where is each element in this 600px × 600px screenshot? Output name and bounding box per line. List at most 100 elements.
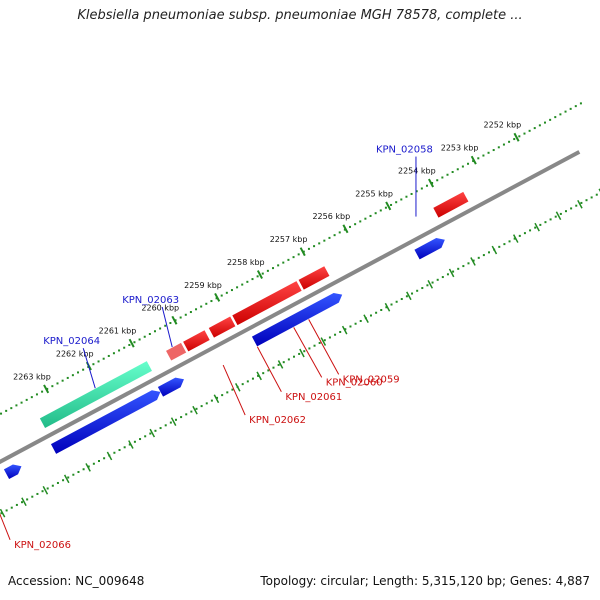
track-dot: [133, 440, 136, 443]
scale-tick-label: 2262 kbp: [56, 349, 94, 358]
track-dot: [205, 402, 208, 405]
scale-tick-label: 2260 kbp: [141, 304, 179, 313]
scale-tick: [256, 270, 263, 279]
gene-arrow[interactable]: [157, 377, 184, 397]
track-dot: [174, 418, 177, 421]
track-dot: [205, 302, 208, 305]
gene-label[interactable]: KPN_02061: [285, 392, 342, 403]
gene-arrow[interactable]: [433, 191, 469, 218]
track-dot: [56, 382, 59, 385]
track-dot: [51, 484, 54, 487]
gene-label[interactable]: KPN_02059: [343, 374, 400, 385]
inner-tick: [470, 257, 476, 266]
inner-tick: [149, 428, 156, 438]
track-dot: [153, 330, 156, 333]
track-dot: [303, 350, 306, 353]
gene-arrow[interactable]: [208, 316, 236, 338]
track-dot: [554, 116, 557, 119]
track-dot: [395, 201, 398, 204]
track-dot: [313, 344, 316, 347]
track-dot: [544, 221, 547, 224]
inner-tick: [63, 474, 70, 484]
track-dot: [328, 336, 331, 339]
gene-arrow[interactable]: [251, 292, 343, 347]
track-dot: [10, 407, 13, 410]
scale-ticks: 2252 kbp 2253 kbp 2254 kbp 2255 kbp 2256 kbp…: [13, 121, 521, 394]
track-dot: [523, 232, 526, 235]
sequence-backbone: [0, 150, 581, 465]
track-dot: [441, 276, 444, 279]
track-dot: [564, 110, 567, 113]
track-dot: [246, 380, 249, 383]
inner-tick: [192, 405, 198, 415]
track-dot: [277, 264, 280, 267]
track-dot: [570, 207, 573, 210]
track-dot: [425, 184, 428, 187]
scale-tick-label: 2263 kbp: [13, 372, 51, 381]
gene-label[interactable]: KPN_02066: [14, 540, 71, 551]
track-dot: [585, 199, 588, 202]
track-dot: [426, 284, 429, 287]
outer-tick-track: [0, 102, 582, 415]
gene-arrow[interactable]: [298, 266, 330, 290]
track-dot: [467, 262, 470, 265]
inner-tick: [406, 291, 412, 301]
track-dot: [488, 251, 491, 254]
gene-arrow[interactable]: [183, 330, 210, 352]
track-dot: [472, 259, 475, 262]
gene-label[interactable]: KPN_02062: [249, 415, 306, 426]
track-dot: [5, 509, 8, 512]
track-dot: [385, 306, 388, 309]
track-dot: [143, 335, 146, 338]
track-dot: [369, 214, 372, 217]
track-dot: [25, 398, 28, 401]
map-title: Klebsiella pneumoniae subsp. pneumoniae …: [77, 8, 523, 23]
track-dot: [20, 401, 23, 404]
gene-label[interactable]: KPN_02060: [326, 377, 383, 388]
track-dot: [421, 287, 424, 290]
gene-arrow[interactable]: [414, 238, 445, 260]
track-dot: [334, 333, 337, 336]
track-dot: [416, 289, 419, 292]
gene-track: [3, 191, 469, 480]
track-dot: [164, 424, 167, 427]
track-dot: [77, 470, 80, 473]
inner-tick: [555, 211, 562, 221]
track-dot: [456, 168, 459, 171]
track-dot: [225, 291, 228, 294]
track-dot: [154, 429, 157, 432]
track-dot: [15, 503, 18, 506]
track-dot: [46, 487, 49, 490]
gene-label[interactable]: KPN_02063: [122, 295, 179, 306]
gene-label[interactable]: KPN_02058: [376, 145, 433, 156]
track-dot: [118, 449, 121, 452]
track-dot: [195, 407, 198, 410]
gene-label[interactable]: KPN_02064: [43, 336, 100, 347]
gene-arrow[interactable]: [166, 342, 187, 361]
gene-arrow[interactable]: [39, 361, 152, 429]
accession-text: Accession: NC_009648: [8, 574, 145, 588]
track-dot: [230, 289, 233, 292]
track-dot: [436, 179, 439, 182]
track-dot: [112, 352, 115, 355]
track-dot: [262, 372, 265, 375]
track-dot: [436, 278, 439, 281]
label-leader: [293, 327, 323, 378]
inner-tick: [85, 463, 91, 472]
track-dot: [405, 195, 408, 198]
gene-arrow[interactable]: [232, 281, 302, 326]
inner-tick: [170, 417, 177, 426]
track-dot: [369, 314, 372, 317]
gene-arrow[interactable]: [50, 390, 161, 454]
track-dot: [400, 298, 403, 301]
track-dot: [169, 322, 172, 325]
track-dot: [400, 198, 403, 201]
track-dot: [461, 165, 464, 168]
scale-tick-label: 2258 kbp: [227, 258, 265, 267]
gene-arrow[interactable]: [3, 464, 22, 480]
track-dot: [220, 294, 223, 297]
track-dot: [467, 162, 470, 165]
track-dot: [159, 427, 162, 430]
track-dot: [15, 404, 18, 407]
